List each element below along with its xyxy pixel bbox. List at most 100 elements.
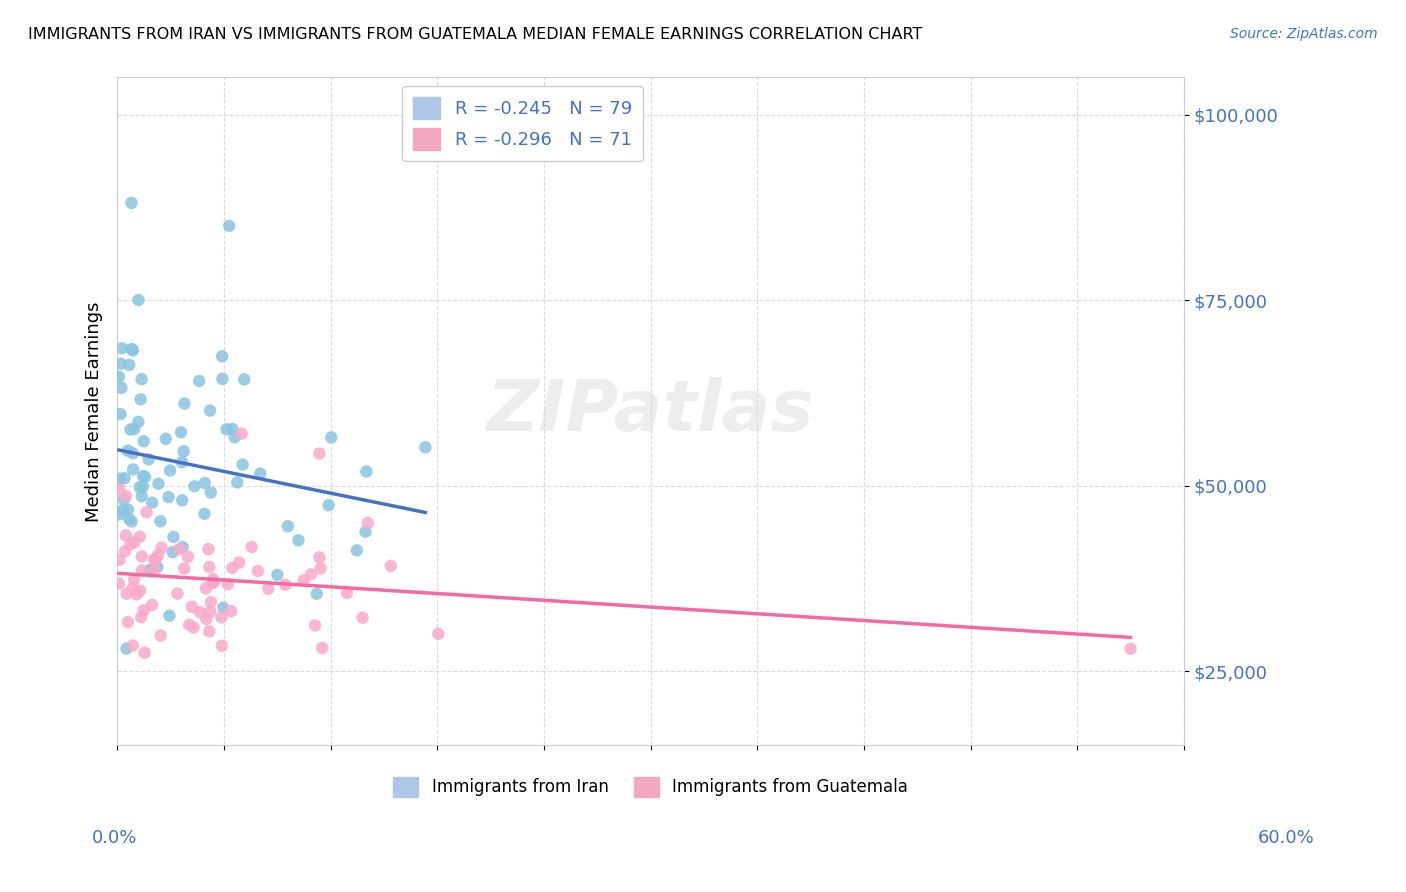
Iran: [183, 479, 205, 493]
Iran: [122, 462, 145, 476]
Guatemala: [173, 561, 195, 575]
Iran: [149, 514, 172, 528]
Guatemala: [299, 567, 322, 582]
Iran: [287, 533, 309, 548]
Guatemala: [149, 628, 172, 642]
Guatemala: [308, 550, 330, 565]
Iran: [249, 467, 271, 481]
Iran: [172, 540, 194, 554]
Guatemala: [219, 604, 242, 618]
Guatemala: [183, 620, 205, 634]
Guatemala: [145, 552, 167, 566]
Iran: [159, 463, 181, 477]
Guatemala: [202, 572, 225, 586]
Guatemala: [128, 530, 150, 544]
Iran: [127, 415, 149, 429]
Guatemala: [427, 627, 450, 641]
Iran: [139, 565, 162, 579]
Iran: [346, 543, 368, 558]
Iran: [232, 458, 254, 472]
Guatemala: [274, 578, 297, 592]
Guatemala: [108, 482, 131, 496]
Iran: [200, 485, 222, 500]
Iran: [110, 357, 132, 371]
Guatemala: [357, 516, 380, 530]
Iran: [120, 423, 142, 437]
Iran: [354, 524, 377, 539]
Guatemala: [380, 558, 402, 573]
Guatemala: [202, 575, 225, 590]
Iran: [128, 293, 150, 307]
Guatemala: [228, 556, 250, 570]
Guatemala: [122, 572, 145, 586]
Guatemala: [1119, 641, 1142, 656]
Guatemala: [135, 505, 157, 519]
Iran: [415, 440, 437, 454]
Iran: [131, 372, 153, 386]
Guatemala: [125, 587, 148, 601]
Iran: [112, 492, 135, 507]
Iran: [138, 452, 160, 467]
Iran: [211, 372, 233, 386]
Guatemala: [195, 612, 218, 626]
Guatemala: [188, 605, 211, 619]
Iran: [131, 489, 153, 503]
Iran: [111, 341, 134, 355]
Iran: [318, 498, 340, 512]
Iran: [141, 496, 163, 510]
Guatemala: [246, 564, 269, 578]
Guatemala: [131, 549, 153, 564]
Iran: [162, 530, 184, 544]
Text: IMMIGRANTS FROM IRAN VS IMMIGRANTS FROM GUATEMALA MEDIAN FEMALE EARNINGS CORRELA: IMMIGRANTS FROM IRAN VS IMMIGRANTS FROM …: [28, 27, 922, 42]
Iran: [233, 372, 256, 386]
Guatemala: [198, 560, 221, 574]
Guatemala: [108, 553, 131, 567]
Guatemala: [179, 617, 201, 632]
Iran: [111, 503, 134, 517]
Guatemala: [146, 549, 169, 563]
Iran: [108, 369, 131, 384]
Guatemala: [217, 577, 239, 591]
Iran: [226, 475, 249, 490]
Iran: [224, 430, 246, 444]
Iran: [108, 508, 131, 522]
Guatemala: [141, 598, 163, 612]
Guatemala: [221, 561, 243, 575]
Iran: [128, 480, 150, 494]
Guatemala: [177, 549, 200, 564]
Guatemala: [169, 542, 191, 557]
Guatemala: [352, 610, 374, 624]
Guatemala: [257, 582, 280, 596]
Guatemala: [198, 624, 221, 639]
Guatemala: [117, 615, 139, 629]
Iran: [277, 519, 299, 533]
Iran: [321, 430, 343, 444]
Iran: [118, 358, 141, 372]
Iran: [132, 434, 155, 449]
Iran: [172, 493, 194, 508]
Iran: [356, 465, 378, 479]
Iran: [134, 470, 156, 484]
Iran: [121, 446, 143, 460]
Guatemala: [120, 537, 142, 551]
Guatemala: [143, 552, 166, 566]
Iran: [198, 403, 221, 417]
Guatemala: [124, 535, 146, 549]
Guatemala: [308, 446, 330, 460]
Iran: [162, 545, 184, 559]
Legend: Immigrants from Iran, Immigrants from Guatemala: Immigrants from Iran, Immigrants from Gu…: [387, 770, 914, 804]
Guatemala: [143, 564, 166, 578]
Iran: [129, 392, 152, 407]
Guatemala: [201, 576, 224, 591]
Iran: [194, 475, 217, 490]
Guatemala: [114, 544, 136, 558]
Guatemala: [309, 561, 332, 575]
Guatemala: [231, 426, 253, 441]
Guatemala: [200, 595, 222, 609]
Iran: [114, 471, 136, 485]
Guatemala: [194, 582, 217, 596]
Iran: [110, 407, 132, 421]
Iran: [266, 568, 288, 582]
Iran: [117, 443, 139, 458]
Guatemala: [292, 574, 315, 588]
